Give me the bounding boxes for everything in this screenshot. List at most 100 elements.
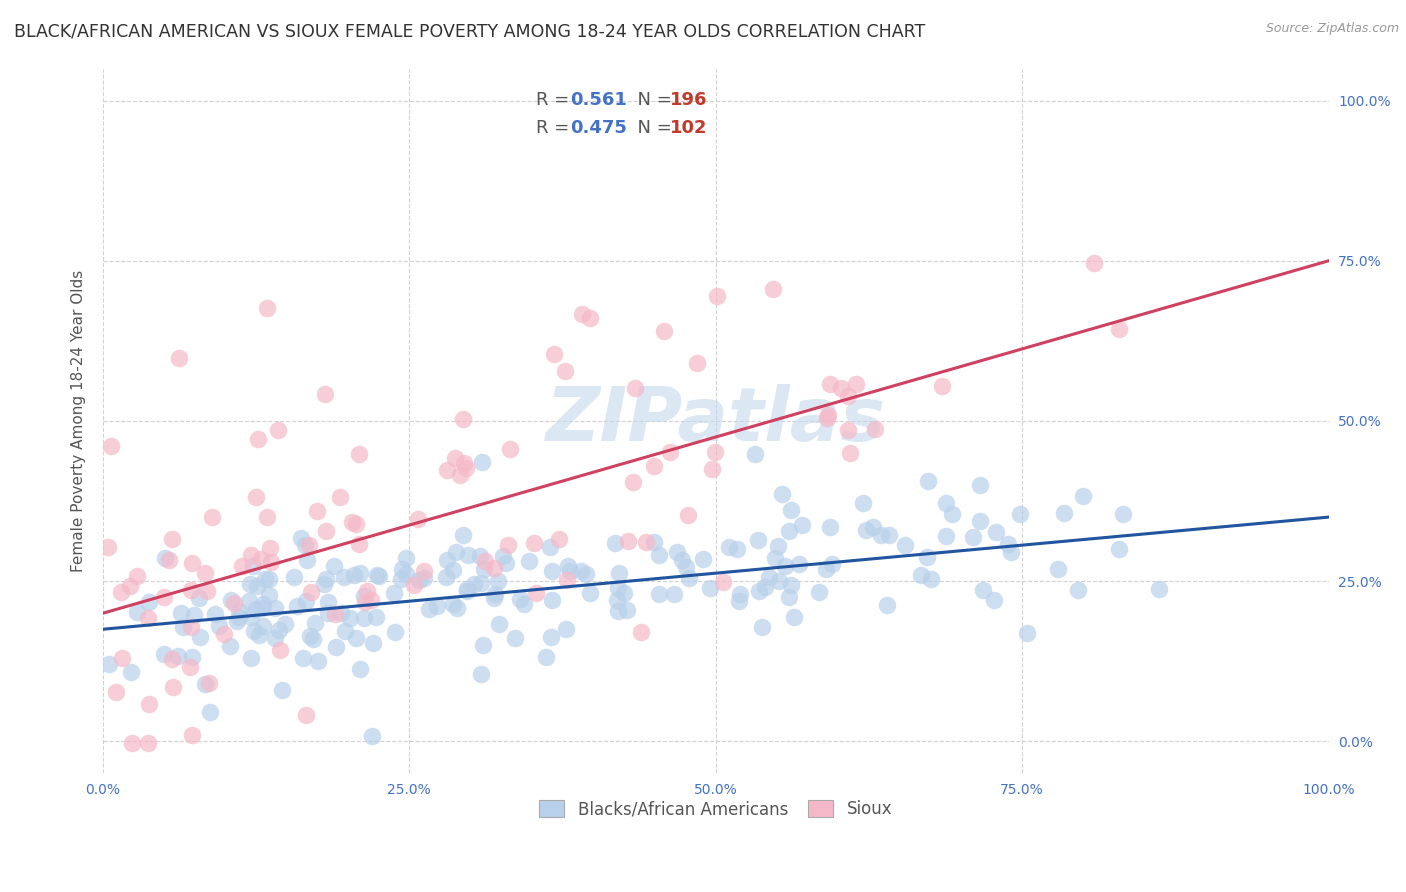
Text: BLACK/AFRICAN AMERICAN VS SIOUX FEMALE POVERTY AMONG 18-24 YEAR OLDS CORRELATION: BLACK/AFRICAN AMERICAN VS SIOUX FEMALE P… xyxy=(14,22,925,40)
Text: 0.475: 0.475 xyxy=(569,119,627,136)
Point xyxy=(449,468,471,483)
Point xyxy=(97,540,120,554)
Point xyxy=(862,520,884,534)
Point xyxy=(298,538,321,552)
Point xyxy=(503,632,526,646)
Point xyxy=(301,585,323,599)
Point xyxy=(297,552,319,566)
Point xyxy=(125,605,148,619)
Point xyxy=(250,552,273,566)
Point xyxy=(441,564,464,578)
Point xyxy=(180,582,202,597)
Point xyxy=(616,603,638,617)
Point xyxy=(647,587,669,601)
Point xyxy=(837,389,859,403)
Point xyxy=(575,566,598,581)
Point xyxy=(768,574,790,588)
Point xyxy=(815,562,838,576)
Point xyxy=(239,650,262,665)
Point xyxy=(349,662,371,676)
Point xyxy=(821,557,844,571)
Point xyxy=(817,409,839,423)
Point xyxy=(617,534,640,549)
Point xyxy=(160,532,183,546)
Point xyxy=(1112,507,1135,521)
Point xyxy=(863,422,886,436)
Point xyxy=(349,566,371,581)
Point xyxy=(441,597,464,611)
Point xyxy=(702,462,724,476)
Point xyxy=(541,564,564,578)
Point xyxy=(406,511,429,525)
Point xyxy=(664,586,686,600)
Point xyxy=(316,607,339,621)
Text: N =: N = xyxy=(626,119,678,136)
Point xyxy=(418,601,440,615)
Point xyxy=(818,376,841,391)
Point xyxy=(748,584,770,599)
Point xyxy=(330,606,353,620)
Point xyxy=(643,459,665,474)
Point xyxy=(754,580,776,594)
Point xyxy=(353,589,375,603)
Point xyxy=(634,535,657,549)
Point xyxy=(274,616,297,631)
Point xyxy=(367,569,389,583)
Legend: Blacks/African Americans, Sioux: Blacks/African Americans, Sioux xyxy=(533,794,898,825)
Point xyxy=(984,525,1007,540)
Point xyxy=(342,568,364,582)
Point xyxy=(606,604,628,618)
Point xyxy=(180,620,202,634)
Text: R =: R = xyxy=(536,119,575,136)
Point xyxy=(169,351,191,365)
Point xyxy=(1108,322,1130,336)
Point xyxy=(314,387,336,401)
Point xyxy=(170,606,193,620)
Point xyxy=(269,642,291,657)
Point xyxy=(239,577,262,591)
Point xyxy=(259,588,281,602)
Point xyxy=(188,630,211,644)
Point xyxy=(240,610,263,624)
Point xyxy=(818,520,841,534)
Point xyxy=(100,439,122,453)
Point xyxy=(153,591,176,605)
Point xyxy=(121,736,143,750)
Point xyxy=(366,568,388,582)
Point xyxy=(356,584,378,599)
Point xyxy=(456,583,478,598)
Point xyxy=(915,550,938,565)
Point xyxy=(315,572,337,586)
Point xyxy=(612,586,634,600)
Point xyxy=(783,610,806,624)
Point xyxy=(917,474,939,488)
Point xyxy=(127,569,149,583)
Point xyxy=(643,535,665,549)
Point xyxy=(335,624,357,638)
Point xyxy=(434,570,457,584)
Point xyxy=(969,478,991,492)
Point xyxy=(446,600,468,615)
Point xyxy=(120,579,142,593)
Point xyxy=(180,727,202,741)
Point xyxy=(472,638,495,652)
Point xyxy=(519,554,541,568)
Point xyxy=(269,624,291,638)
Point xyxy=(934,495,956,509)
Point xyxy=(243,624,266,638)
Point xyxy=(136,736,159,750)
Point xyxy=(472,562,495,576)
Point xyxy=(728,593,751,607)
Point xyxy=(624,381,647,395)
Point xyxy=(766,539,789,553)
Point xyxy=(671,552,693,566)
Point xyxy=(302,632,325,646)
Point xyxy=(453,528,475,542)
Text: R =: R = xyxy=(536,90,575,109)
Point xyxy=(718,540,741,554)
Point xyxy=(360,592,382,607)
Point xyxy=(648,549,671,563)
Point xyxy=(775,559,797,574)
Point xyxy=(252,598,274,612)
Point xyxy=(554,363,576,377)
